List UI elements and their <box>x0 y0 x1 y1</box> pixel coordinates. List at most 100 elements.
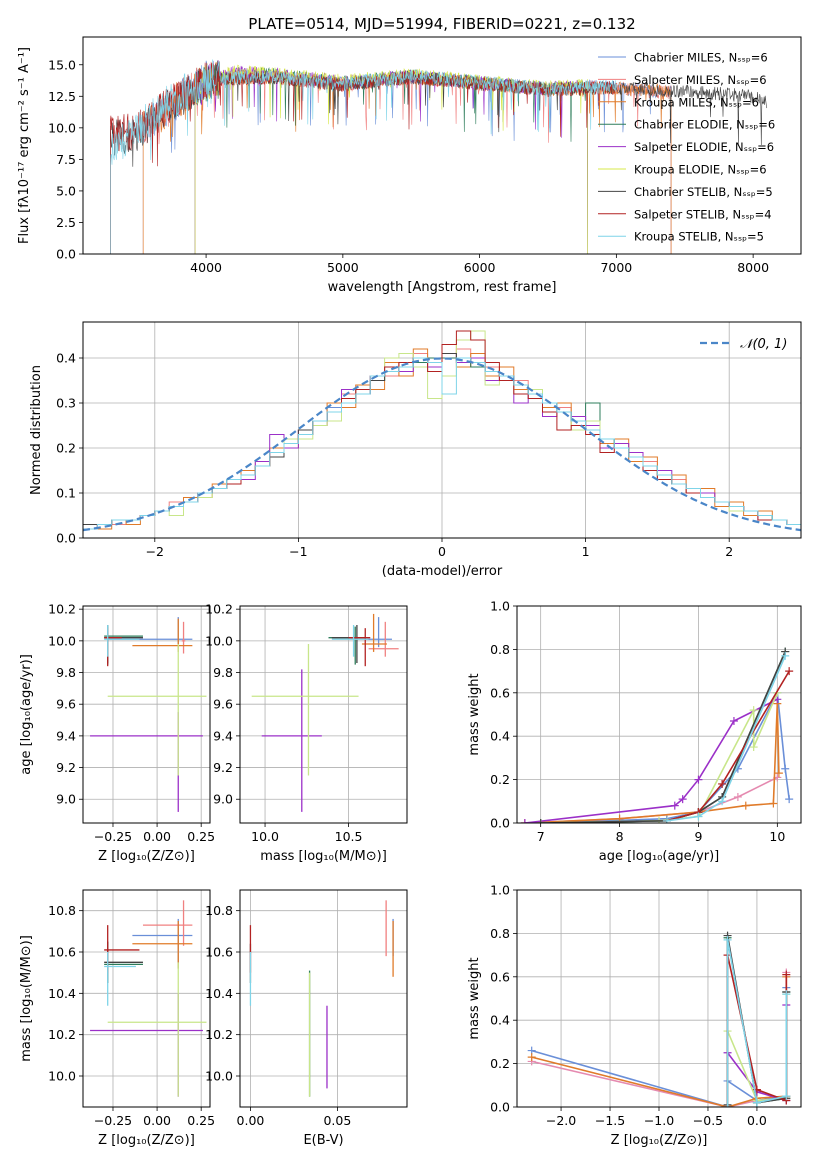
x-tick-label: 0.00 <box>143 829 171 844</box>
mass-weight-marker <box>733 792 742 801</box>
y-tick-label: 0.0 <box>490 816 510 831</box>
x-tick-label: −0.25 <box>94 1113 132 1128</box>
x-tick-label: 10.5 <box>335 829 363 844</box>
y-tick-label: 10.8 <box>205 903 233 918</box>
mass-weight-marker <box>781 651 790 660</box>
mass-weight-marker <box>785 667 794 676</box>
mass-weight-marker <box>785 795 794 804</box>
mass-weight-marker <box>729 717 738 726</box>
y-tick-label: 0.4 <box>490 1013 510 1028</box>
y-tick-label: 9.0 <box>213 792 233 807</box>
x-tick-label: 1 <box>582 544 590 559</box>
y-tick-label: 10.6 <box>48 945 76 960</box>
x-tick-label: 7 <box>537 829 545 844</box>
x-axis-label: (data-model)/error <box>382 564 503 579</box>
panel-1: 4000 5000 6000 7000 8000 0.0 2.5 5.0 7.5 10.0 12.5… <box>17 15 802 295</box>
chart-title: PLATE=0514, MJD=51994, FIBERID=0221, z=0… <box>248 15 635 33</box>
mass-weight-marker <box>520 819 529 823</box>
x-tick-label: 0 <box>438 544 446 559</box>
y-tick-label: 9.8 <box>213 665 233 680</box>
mass-weight-line <box>540 651 786 823</box>
mass-weight-marker <box>782 1092 791 1101</box>
x-tick-label: 0.05 <box>323 1113 351 1128</box>
gaussian-curve <box>83 357 801 532</box>
axes-frame <box>82 889 211 1108</box>
y-axis-label: age [log₁₀(age/yr)] <box>19 654 34 775</box>
y-axis-label: Normed distribution <box>29 365 44 495</box>
mass-weight-marker <box>781 764 790 773</box>
legend-label: Salpeter MILES, Nₛₛₚ=6 <box>634 73 767 87</box>
y-tick-label: 0.0 <box>56 247 76 262</box>
y-axis-label: mass [log₁₀(M/M⊙)] <box>19 935 34 1062</box>
plot-area <box>527 931 791 1107</box>
y-axis-label: mass weight <box>467 673 482 755</box>
y-tick-label: 0.2 <box>490 772 510 787</box>
legend-label: Chabrier ELODIE, Nₛₛₚ=6 <box>634 118 775 132</box>
y-tick-label: 0.0 <box>56 531 76 546</box>
mass-weight-marker <box>769 799 778 808</box>
y-tick-label: 9.8 <box>56 665 76 680</box>
legend-label: Salpeter ELODIE, Nₛₛₚ=6 <box>634 140 774 154</box>
y-tick-label: 9.4 <box>56 728 76 743</box>
y-tick-label: 0.6 <box>490 685 510 700</box>
mass-weight-marker <box>741 801 750 810</box>
axes-frame <box>82 321 802 539</box>
y-tick-label: 9.4 <box>213 728 233 743</box>
x-tick-label: 0.00 <box>237 1113 265 1128</box>
x-tick-label: −0.5 <box>693 1113 723 1128</box>
axes-frame <box>239 889 408 1108</box>
panel-6: −0.25 0.00 0.25 10.0 10.2 10.4 10.6 10.8 Z [log₁… <box>19 889 215 1148</box>
mass-weight-marker <box>536 819 545 823</box>
y-tick-label: 0.6 <box>490 969 510 984</box>
x-tick-label: −1.5 <box>595 1113 625 1128</box>
y-tick-label: 5.0 <box>56 183 76 198</box>
x-tick-label: 9 <box>694 829 702 844</box>
y-tick-label: 0.0 <box>490 1100 510 1115</box>
plot-area <box>83 330 801 532</box>
y-tick-label: 10.0 <box>205 633 233 648</box>
y-tick-label: 10.4 <box>205 986 233 1001</box>
y-tick-label: 9.0 <box>56 792 76 807</box>
y-tick-label: 0.4 <box>490 729 510 744</box>
y-tick-label: 10.6 <box>205 945 233 960</box>
y-tick-label: 1.0 <box>490 883 510 898</box>
y-tick-label: 10.0 <box>48 633 76 648</box>
y-tick-label: 9.2 <box>56 760 76 775</box>
x-tick-label: 10.0 <box>251 829 279 844</box>
x-tick-label: −2 <box>146 544 164 559</box>
axes-frame <box>239 605 408 824</box>
mass-weight-marker <box>723 1103 732 1107</box>
legend-label: 𝒩(0, 1) <box>740 337 787 352</box>
legend: Chabrier MILES, Nₛₛₚ=6 Salpeter MILES, Nₛ… <box>598 51 775 244</box>
mass-weight-line <box>666 655 786 822</box>
plot-area <box>110 59 768 254</box>
x-axis-label: age [log₁₀(age/yr)] <box>599 849 720 864</box>
panel-8: −2.0 −1.5 −1.0 −0.5 0.0 0.0 0.2 0.4 0.6 0.8 1.0 Z [… <box>467 883 802 1148</box>
x-axis-label: E(B-V) <box>303 1133 343 1148</box>
x-tick-label: −1 <box>289 544 307 559</box>
y-tick-label: 9.2 <box>213 760 233 775</box>
mass-weight-marker <box>752 1098 761 1107</box>
y-tick-label: 0.2 <box>490 1056 510 1071</box>
x-tick-label: 4000 <box>190 260 222 275</box>
x-tick-label: −0.25 <box>94 829 132 844</box>
mass-weight-line <box>524 698 778 823</box>
y-axis-label: Flux [fλ10⁻¹⁷ erg cm⁻² s⁻¹ A⁻¹] <box>17 47 32 244</box>
mass-weight-marker <box>662 816 671 823</box>
mass-weight-line <box>666 670 790 822</box>
x-tick-label: 8000 <box>737 260 769 275</box>
y-tick-label: 10.4 <box>48 986 76 1001</box>
axes-frame <box>516 605 802 824</box>
x-tick-label: 10 <box>769 829 785 844</box>
axes-frame <box>82 36 802 255</box>
x-tick-label: 2 <box>725 544 733 559</box>
y-tick-label: 7.5 <box>56 152 76 167</box>
y-tick-label: 10.0 <box>48 1069 76 1084</box>
mass-weight-marker <box>782 970 791 979</box>
legend-label: Kroupa ELODIE, Nₛₛₚ=6 <box>634 163 767 177</box>
panel-7: 0.00 0.05 10.0 10.2 10.4 10.6 10.8 E(B-V) <box>205 889 408 1148</box>
mass-weight-marker <box>749 743 758 752</box>
y-tick-label: 12.5 <box>48 89 76 104</box>
mass-weight-marker <box>678 795 687 804</box>
